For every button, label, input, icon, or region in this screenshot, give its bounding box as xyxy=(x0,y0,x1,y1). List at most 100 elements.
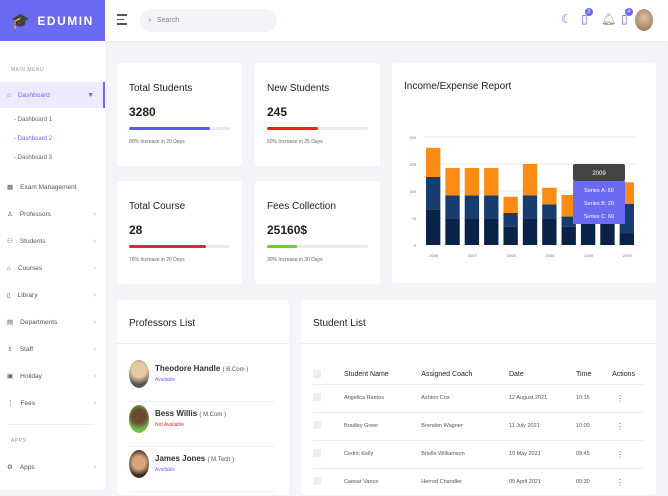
sidebar-item-courses[interactable]: ⌂ Courses › xyxy=(0,261,105,275)
table-row: Angelica Ramos Ashton Cox 12 August 2021 10… xyxy=(313,383,643,412)
table-cell: Brenden Wagner xyxy=(421,411,509,440)
sidebar-item-label: Apps xyxy=(19,463,35,471)
professor-name: Bess Willis ( M.Com ) xyxy=(155,409,226,418)
notifications-icon[interactable]: ▯ 4 xyxy=(621,8,633,26)
bar-series-a[interactable] xyxy=(426,209,441,245)
hamburger-menu-icon[interactable] xyxy=(117,14,127,28)
table-cell: 10:15 xyxy=(575,383,613,412)
sidebar-item-professors[interactable]: ♙ Professors › xyxy=(0,207,105,221)
bar-series-a[interactable] xyxy=(445,218,460,245)
bar-series-a[interactable] xyxy=(619,233,634,245)
stat-note: 50% Increase in 25 Days xyxy=(267,139,323,145)
table-cell: 09:45 xyxy=(575,439,613,468)
row-checkbox[interactable] xyxy=(313,449,321,457)
more-actions-icon[interactable]: ⋮ xyxy=(612,467,643,496)
book-icon: ⌂ xyxy=(7,264,11,272)
column-header[interactable]: Student Name xyxy=(343,371,389,379)
bar-series-a[interactable] xyxy=(580,223,596,245)
bar-series-c[interactable] xyxy=(445,167,460,196)
sidebar-item-dashboard[interactable]: ⌂ Dashboard ▼ xyxy=(0,82,105,108)
caret-down-icon: ▼ xyxy=(87,91,94,99)
more-actions-icon[interactable]: ⋮ xyxy=(612,383,643,412)
brand-name: EDUMIN xyxy=(37,13,94,28)
bar-series-b[interactable] xyxy=(542,204,557,219)
column-header[interactable]: Time xyxy=(575,371,592,379)
row-checkbox[interactable] xyxy=(313,393,321,401)
bar-series-b[interactable] xyxy=(503,212,518,227)
bar-series-b[interactable] xyxy=(445,195,460,219)
more-actions-icon[interactable]: ⋮ xyxy=(612,411,643,440)
sidebar-item-departments[interactable]: ▤ Departments › xyxy=(0,315,105,329)
sidebar-sub-dashboard-1[interactable]: - Dashboard 1 xyxy=(14,117,53,123)
bar-series-a[interactable] xyxy=(561,226,576,245)
professor-list-item[interactable]: Bess Willis ( M.Com ) Not Available xyxy=(129,405,274,447)
stat-title: New Students xyxy=(267,83,330,94)
column-header[interactable]: Actions xyxy=(612,371,636,379)
sidebar-item-exam-management[interactable]: ▦ Exam Management xyxy=(0,180,105,194)
professor-list-item[interactable]: Theodore Handle ( B.Com ) Available xyxy=(129,360,274,402)
home-icon: ⌂ xyxy=(7,91,11,99)
sidebar-item-students[interactable]: ⚇ Students › xyxy=(0,234,105,248)
stat-value: 28 xyxy=(129,223,143,237)
search-icon: ⌕ xyxy=(148,16,152,24)
stat-title: Fees Collection xyxy=(267,201,336,212)
bar-series-b[interactable] xyxy=(484,195,499,219)
table-cell: 09 April 2021 xyxy=(508,467,576,496)
apps-icon: ⚙ xyxy=(7,464,13,471)
bar-series-a[interactable] xyxy=(542,218,557,245)
professor-status: Available xyxy=(155,467,176,473)
sidebar-sub-dashboard-2[interactable]: - Dashboard 2 xyxy=(14,136,53,142)
bar-series-b[interactable] xyxy=(561,216,576,227)
bar-series-a[interactable] xyxy=(600,223,615,245)
dark-mode-moon-icon[interactable]: ☾ xyxy=(561,12,572,26)
professor-name-text: Bess Willis xyxy=(155,409,198,418)
row-checkbox[interactable] xyxy=(313,421,321,429)
chart-title: Income/Expense Report xyxy=(404,81,512,92)
bar-series-a[interactable] xyxy=(522,218,538,245)
sidebar-item-staff[interactable]: ♗ Staff › xyxy=(0,342,105,356)
graduation-cap-icon: 🎓 xyxy=(11,12,32,30)
bar-series-c[interactable] xyxy=(484,167,499,196)
bar-series-c[interactable] xyxy=(503,196,518,213)
sidebar-item-apps[interactable]: ⚙ Apps › xyxy=(0,460,105,474)
bar-series-b[interactable] xyxy=(464,195,480,219)
table-cell: Ashton Cox xyxy=(421,383,509,412)
bar-series-c[interactable] xyxy=(542,187,557,205)
income-expense-chart: 0 75 150 225 300 2006 2007 2008 2009 2009 2009 2009… xyxy=(409,135,637,258)
sidebar-sub-dashboard-3[interactable]: - Dashboard 3 xyxy=(14,155,53,161)
bar-series-c[interactable] xyxy=(522,164,538,196)
bar-series-a[interactable] xyxy=(464,218,480,245)
brand-logo[interactable]: 🎓 EDUMIN xyxy=(0,0,105,41)
select-all-checkbox[interactable] xyxy=(313,369,321,378)
professor-avatar xyxy=(129,405,149,433)
bar-series-b[interactable] xyxy=(426,176,441,210)
table-row: Cedric Kelly Brielle Williamson 10 May 202… xyxy=(313,439,643,468)
bar-series-b[interactable] xyxy=(522,195,538,219)
more-actions-icon[interactable]: ⋮ xyxy=(612,439,643,468)
table-cell: Angelica Ramos xyxy=(343,383,422,412)
tooltip-header xyxy=(573,164,625,181)
bell-icon[interactable]: 🔔︎ xyxy=(601,12,617,26)
bar-series-c[interactable] xyxy=(561,194,576,217)
bar-series-a[interactable] xyxy=(503,226,518,245)
sidebar-item-holiday[interactable]: ▣ Holiday › xyxy=(0,369,105,383)
professor-avatar xyxy=(129,360,149,388)
user-avatar[interactable] xyxy=(635,9,653,31)
tooltip-line: Series A: 60 xyxy=(584,188,614,194)
column-header[interactable]: Date xyxy=(508,371,524,379)
sidebar-item-fees[interactable]: ⋮ Fees › xyxy=(0,396,105,410)
tooltip-line: Series B: 20 xyxy=(584,201,614,207)
search-placeholder: Search xyxy=(156,17,180,24)
bar-series-c[interactable] xyxy=(464,167,480,196)
bar-series-c[interactable] xyxy=(426,147,441,177)
bar-series-a[interactable] xyxy=(484,218,499,245)
staff-icon: ♗ xyxy=(7,346,13,353)
sidebar: MAIN MENU ⌂ Dashboard ▼ - Dashboard 1 - Da… xyxy=(0,41,105,490)
search-input[interactable]: ⌕ Search xyxy=(140,9,277,32)
sidebar-item-library[interactable]: ▯ Library › xyxy=(0,288,105,302)
row-checkbox[interactable] xyxy=(313,477,321,486)
messages-icon[interactable]: ▯ 3 xyxy=(581,8,593,26)
column-header[interactable]: Assigned Coach xyxy=(421,371,473,379)
y-tick-label: 75 xyxy=(412,216,417,221)
professor-list-item[interactable]: James Jones ( M.Tech ) Available xyxy=(129,450,274,492)
